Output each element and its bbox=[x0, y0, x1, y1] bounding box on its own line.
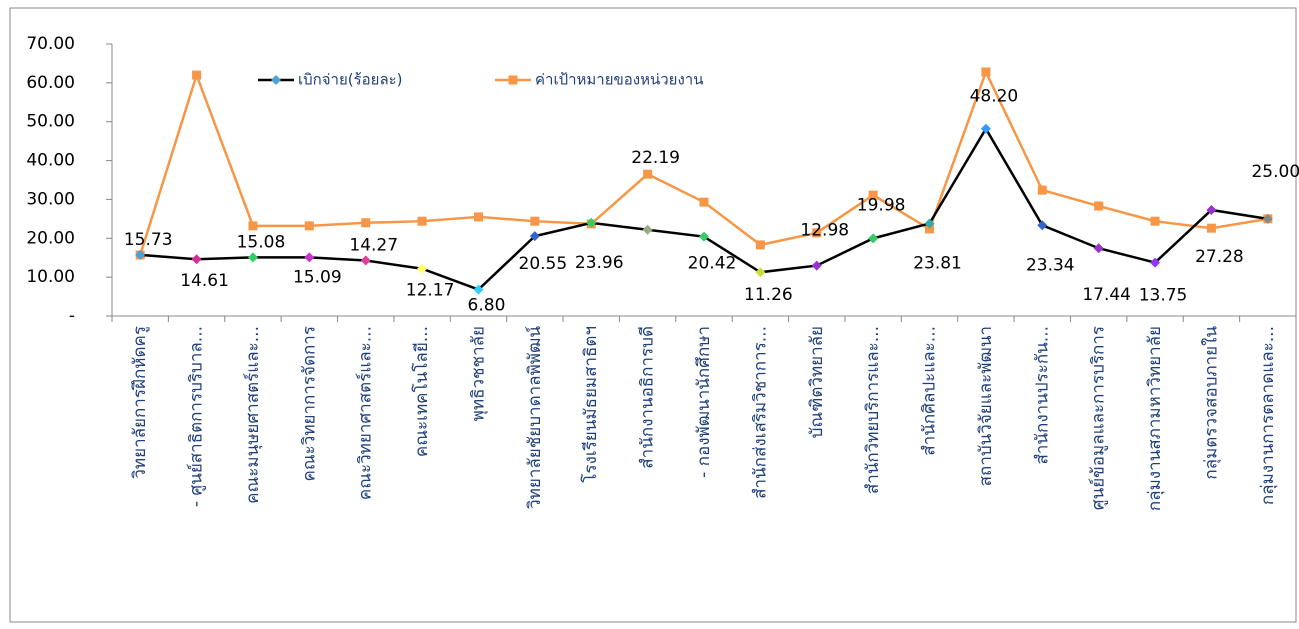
data-label: 14.61 bbox=[180, 271, 229, 291]
marker bbox=[1206, 204, 1217, 215]
x-tick-label: - ศูนย์สาธิตการบริบาล... bbox=[187, 326, 207, 507]
data-label: 19.98 bbox=[857, 195, 906, 215]
marker bbox=[980, 123, 991, 134]
data-label: 14.27 bbox=[349, 236, 398, 256]
legend-marker bbox=[508, 75, 518, 85]
data-label: 11.26 bbox=[744, 285, 793, 305]
marker bbox=[417, 263, 428, 274]
data-label: 25.00 bbox=[1251, 162, 1299, 182]
x-tick-label: สำนักส่งเสริมวิชาการ... bbox=[750, 326, 770, 499]
y-tick-label: 70.00 bbox=[26, 34, 75, 54]
y-tick-label: - bbox=[69, 306, 75, 326]
marker bbox=[1037, 185, 1047, 195]
x-tick-label: พุทธิวชชาลัย bbox=[468, 326, 488, 421]
marker bbox=[868, 190, 878, 200]
marker bbox=[530, 216, 540, 226]
marker bbox=[868, 233, 879, 244]
x-tick-label: สถาบันวิจัยและพัฒนา bbox=[976, 326, 996, 486]
data-label: 48.20 bbox=[970, 87, 1019, 107]
x-tick-label: คณะเทคโนโลยี... bbox=[411, 326, 432, 457]
data-label: 23.81 bbox=[913, 253, 962, 273]
chart-frame bbox=[9, 7, 1297, 623]
y-tick-label: 10.00 bbox=[26, 267, 75, 287]
marker bbox=[417, 216, 427, 226]
marker bbox=[360, 255, 371, 266]
marker bbox=[247, 252, 258, 263]
x-tick-label: - กองพัฒนานักศึกษา bbox=[694, 326, 714, 478]
marker bbox=[811, 260, 822, 271]
marker bbox=[924, 218, 935, 229]
x-tick-label: สำนักงานอธิการบดี bbox=[638, 326, 658, 469]
data-label: 20.55 bbox=[519, 254, 568, 274]
marker bbox=[1150, 216, 1160, 226]
marker bbox=[361, 218, 371, 228]
data-label: 15.09 bbox=[293, 267, 342, 287]
data-label: 15.73 bbox=[124, 230, 173, 250]
marker bbox=[248, 221, 258, 231]
y-tick-label: 30.00 bbox=[26, 189, 75, 209]
data-label: 13.75 bbox=[1139, 286, 1188, 306]
x-tick-label: กลุ่มตรวจสอบภายใน bbox=[1200, 326, 1221, 480]
x-tick-label: คณะวิทยาการจัดการ bbox=[299, 326, 319, 481]
marker bbox=[925, 224, 935, 234]
marker bbox=[192, 70, 202, 80]
marker bbox=[586, 217, 597, 228]
marker bbox=[1093, 243, 1104, 254]
x-tick-label: สำนักงานประกัน... bbox=[1032, 326, 1052, 464]
x-tick-label: สำนักศิลปะและ... bbox=[920, 326, 940, 456]
marker bbox=[755, 267, 766, 278]
marker bbox=[699, 197, 709, 207]
y-tick-label: 50.00 bbox=[26, 112, 75, 132]
x-tick-label: ศูนย์ข้อมูลและการบริการ bbox=[1089, 326, 1109, 510]
x-tick-label: คณะมนุษยศาสตร์และ... bbox=[243, 326, 263, 504]
data-label: 15.08 bbox=[237, 232, 286, 252]
marker bbox=[529, 231, 540, 242]
legend-label: ค่าเป้าหมายของหน่วยงาน bbox=[535, 71, 703, 89]
x-tick-label: คณะวิทยาศาสตร์และ... bbox=[356, 326, 376, 500]
marker bbox=[755, 240, 765, 250]
legend-label: เบิกจ่าย(ร้อยละ) bbox=[298, 71, 403, 89]
data-label: 12.98 bbox=[800, 221, 849, 241]
legend-marker bbox=[271, 75, 281, 85]
marker bbox=[643, 169, 653, 179]
marker bbox=[642, 224, 653, 235]
data-label: 23.34 bbox=[1026, 255, 1075, 275]
y-tick-label: 40.00 bbox=[26, 151, 75, 171]
marker bbox=[473, 284, 484, 295]
data-label: 6.80 bbox=[468, 296, 506, 316]
data-label: 27.28 bbox=[1195, 247, 1244, 267]
marker bbox=[699, 231, 709, 242]
marker bbox=[981, 67, 991, 77]
data-label: 20.42 bbox=[688, 254, 737, 274]
x-tick-label: กลุ่มงานการตลาดและ... bbox=[1258, 326, 1278, 505]
x-tick-label: บัณฑิตวิทยาลัย bbox=[807, 326, 827, 438]
data-label: 22.19 bbox=[631, 148, 680, 168]
marker bbox=[304, 221, 314, 231]
marker bbox=[1206, 223, 1216, 233]
marker bbox=[1094, 201, 1104, 211]
marker bbox=[304, 252, 315, 263]
marker bbox=[1150, 257, 1161, 268]
data-label: 12.17 bbox=[406, 281, 455, 301]
marker bbox=[473, 212, 483, 222]
x-tick-label: กลุ่มงานสภามหาวิทยาลัย bbox=[1145, 326, 1165, 511]
marker bbox=[812, 228, 822, 238]
y-tick-label: 20.00 bbox=[26, 228, 75, 248]
x-tick-label: วิทยาลัยการฝึกหัดครู bbox=[130, 326, 150, 479]
marker bbox=[191, 254, 202, 265]
data-label: 17.44 bbox=[1082, 285, 1131, 305]
x-tick-label: โรงเรียนมัธยมสาธิตฯ bbox=[580, 326, 601, 483]
x-tick-label: สำนักวิทยบริการและ... bbox=[863, 326, 883, 494]
x-tick-label: วิทยาลัยชัยบาดาลพิพัฒน์ bbox=[525, 326, 545, 510]
y-tick-label: 60.00 bbox=[26, 73, 75, 93]
marker bbox=[135, 249, 146, 260]
marker bbox=[1037, 220, 1048, 231]
data-label: 23.96 bbox=[575, 253, 624, 273]
marker bbox=[1262, 213, 1273, 224]
